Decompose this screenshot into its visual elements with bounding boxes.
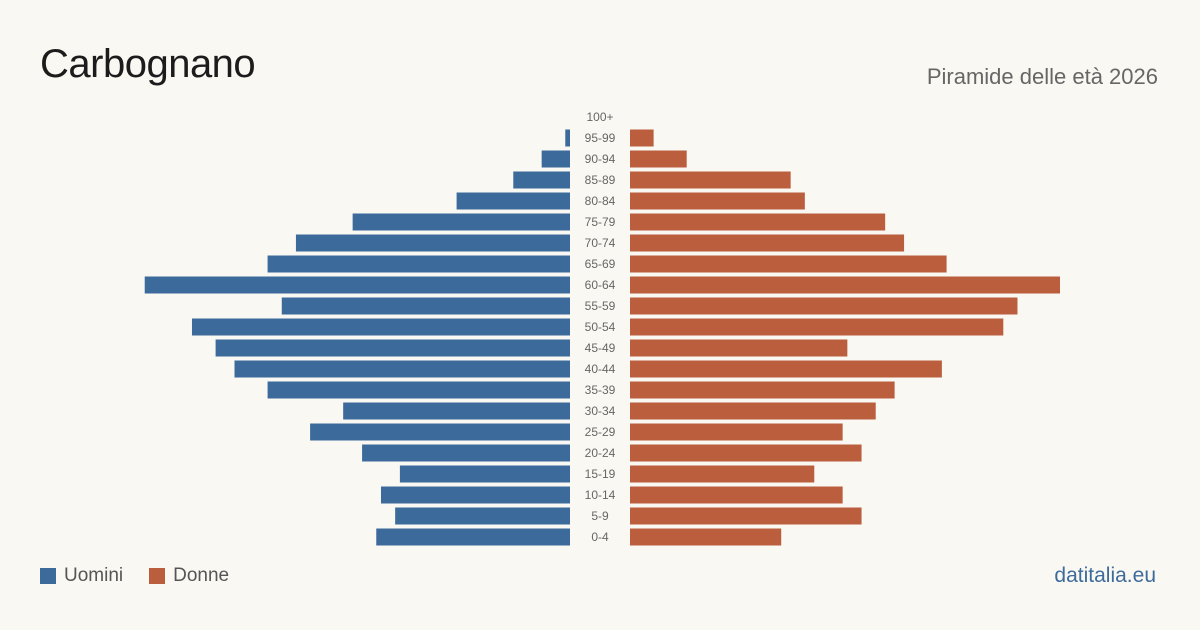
bar-women-35-39 [630, 381, 895, 399]
bar-men-40-44 [234, 360, 570, 378]
bar-men-60-64 [144, 276, 570, 294]
bar-men-20-24 [362, 444, 570, 462]
bar-men-50-54 [191, 318, 570, 336]
bar-men-90-94 [541, 150, 570, 168]
bar-women-50-54 [630, 318, 1004, 336]
bar-women-95-99 [630, 129, 654, 147]
bar-women-45-49 [630, 339, 848, 357]
bar-women-65-69 [630, 255, 947, 273]
age-group-label: 45-49 [585, 341, 616, 355]
legend-item-men: Uomini [40, 565, 123, 587]
age-group-label: 0-4 [591, 530, 609, 544]
age-group-label: 90-94 [585, 152, 616, 166]
bar-men-35-39 [267, 381, 570, 399]
bar-women-70-74 [630, 234, 905, 252]
bar-men-70-74 [295, 234, 570, 252]
bar-men-0-4 [376, 528, 570, 546]
bar-men-10-14 [380, 486, 570, 504]
bar-women-75-79 [630, 213, 886, 231]
age-group-label: 40-44 [585, 362, 616, 376]
age-group-label: 15-19 [585, 467, 616, 481]
bar-women-5-9 [630, 507, 862, 525]
legend-swatch-men [40, 568, 56, 584]
bar-women-60-64 [630, 276, 1060, 294]
bar-women-25-29 [630, 423, 843, 441]
age-group-label: 80-84 [585, 194, 616, 208]
bar-men-80-84 [456, 192, 570, 210]
age-group-label: 10-14 [585, 488, 616, 502]
bar-men-15-19 [399, 465, 570, 483]
bar-women-10-14 [630, 486, 843, 504]
bar-men-30-34 [343, 402, 570, 420]
bar-women-90-94 [630, 150, 687, 168]
bar-women-30-34 [630, 402, 876, 420]
age-group-label: 65-69 [585, 257, 616, 271]
age-group-label: 60-64 [585, 278, 616, 292]
age-group-label: 5-9 [591, 509, 609, 523]
bar-women-0-4 [630, 528, 782, 546]
age-group-label: 85-89 [585, 173, 616, 187]
bar-women-55-59 [630, 297, 1018, 315]
legend-item-women: Donne [149, 565, 229, 587]
chart-subtitle: Piramide delle età 2026 [926, 64, 1158, 89]
legend-label-men: Uomini [64, 565, 124, 586]
chart-legend: Uomini Donne [40, 565, 255, 587]
age-group-label: 100+ [586, 110, 613, 124]
age-group-label: 75-79 [585, 215, 616, 229]
bar-men-25-29 [310, 423, 570, 441]
age-group-label: 20-24 [585, 446, 616, 460]
age-group-label: 95-99 [585, 131, 616, 145]
age-group-label: 50-54 [585, 320, 616, 334]
bar-men-5-9 [395, 507, 570, 525]
bar-men-75-79 [352, 213, 570, 231]
bar-men-85-89 [513, 171, 570, 189]
age-group-label: 55-59 [585, 299, 616, 313]
brand-link[interactable]: datitalia.eu [1054, 564, 1156, 587]
age-group-label: 35-39 [585, 383, 616, 397]
bar-men-45-49 [215, 339, 570, 357]
age-group-label: 25-29 [585, 425, 616, 439]
bar-women-40-44 [630, 360, 942, 378]
bar-women-80-84 [630, 192, 805, 210]
age-group-label: 30-34 [585, 404, 616, 418]
bar-men-65-69 [267, 255, 570, 273]
age-group-label: 70-74 [585, 236, 616, 250]
bar-women-15-19 [630, 465, 815, 483]
bar-women-85-89 [630, 171, 791, 189]
legend-label-women: Donne [173, 565, 230, 586]
bar-women-20-24 [630, 444, 862, 462]
chart-title: Carbognano [40, 42, 256, 86]
bar-men-55-59 [281, 297, 570, 315]
legend-swatch-women [149, 568, 166, 584]
bar-men-95-99 [565, 129, 570, 147]
